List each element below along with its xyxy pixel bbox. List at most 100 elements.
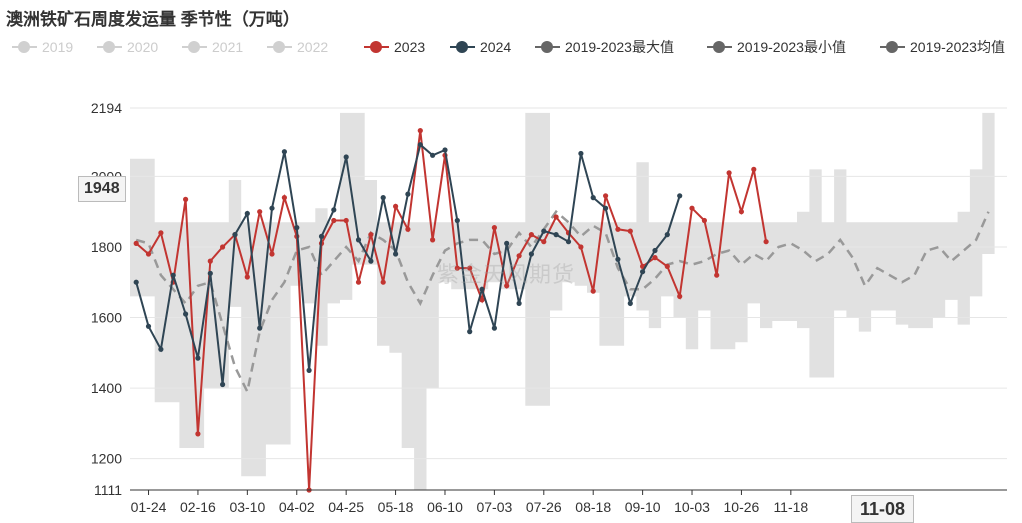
data-point-2024 — [541, 228, 547, 234]
average-dashed-line — [135, 209, 990, 396]
data-point-2024 — [405, 191, 411, 197]
x-tick-label: 01-24 — [131, 499, 167, 515]
data-point-2023 — [516, 253, 522, 259]
x-tick-label: 04-25 — [328, 499, 364, 515]
legend-item-avg[interactable]: 2019-2023均值 — [880, 37, 1005, 57]
y-tick-label: 1600 — [91, 310, 122, 326]
data-point-2024 — [232, 232, 238, 238]
data-point-2024 — [331, 207, 337, 213]
data-point-2023 — [553, 214, 559, 220]
data-point-2023 — [504, 283, 510, 289]
data-point-2023 — [158, 230, 164, 236]
legend-item-y2024[interactable]: 2024 — [450, 37, 511, 57]
x-tick-label: 08-18 — [575, 499, 611, 515]
legend-marker-icon — [97, 40, 122, 54]
data-point-2023 — [763, 239, 769, 245]
data-point-2023 — [751, 166, 757, 172]
data-point-2024 — [491, 325, 497, 331]
legend-item-y2019[interactable]: 2019 — [12, 37, 73, 57]
data-point-2023 — [627, 228, 633, 234]
data-point-2023 — [281, 195, 287, 201]
data-point-2024 — [220, 381, 226, 388]
data-point-2024 — [430, 152, 436, 158]
legend-label: 2019-2023最小值 — [737, 39, 846, 55]
data-point-2024 — [145, 323, 152, 329]
legend-label: 2019-2023均值 — [910, 39, 1005, 55]
data-point-2024 — [442, 147, 448, 153]
data-point-2024 — [244, 210, 250, 217]
data-point-2023 — [417, 128, 423, 134]
max-min-band-area — [130, 112, 995, 491]
legend-item-y2020[interactable]: 2020 — [97, 37, 158, 57]
data-point-2023 — [652, 255, 658, 261]
data-point-2023 — [269, 251, 275, 257]
data-point-2023 — [145, 251, 152, 257]
legend-label: 2019-2023最大值 — [565, 39, 674, 55]
data-point-2024 — [677, 193, 683, 199]
legend-label: 2022 — [297, 39, 329, 55]
x-tick-label: 03-10 — [229, 499, 265, 515]
y-axis-pointer-label: 1948 — [78, 176, 126, 202]
data-point-2024 — [640, 269, 646, 275]
data-point-2024 — [195, 355, 201, 361]
legend-item-y2023[interactable]: 2023 — [364, 37, 425, 57]
y-tick-label: 2194 — [91, 100, 122, 116]
data-point-2024 — [294, 225, 300, 231]
data-point-2023 — [220, 244, 226, 250]
x-tick-label: 04-02 — [279, 499, 315, 515]
legend-item-y2022[interactable]: 2022 — [267, 37, 328, 57]
chart-legend: 2019 2020 2021 2022 2023 2024 2019-2023最大值 2019… — [0, 37, 1022, 57]
legend-marker-icon — [267, 40, 292, 54]
data-point-2024 — [170, 272, 176, 278]
x-tick-label: 02-16 — [180, 499, 216, 515]
legend-marker-icon — [12, 40, 37, 54]
y-tick-label: 1200 — [91, 451, 122, 467]
data-point-2024 — [516, 300, 522, 306]
data-point-2023 — [405, 226, 411, 232]
x-tick-label: 11-18 — [773, 499, 808, 515]
data-point-2023 — [664, 263, 670, 269]
data-point-2024 — [207, 270, 213, 276]
x-tick-label: 10-26 — [724, 499, 760, 515]
data-point-2023 — [257, 209, 263, 215]
data-series — [133, 128, 769, 493]
x-tick-label: 09-10 — [625, 499, 661, 515]
legend-item-y2021[interactable]: 2021 — [182, 37, 243, 57]
data-point-2024 — [553, 232, 559, 238]
data-point-2023 — [393, 203, 399, 209]
data-point-2023 — [183, 196, 189, 202]
legend-marker-icon — [535, 40, 560, 54]
data-point-2023 — [380, 279, 386, 285]
data-point-2023 — [331, 217, 337, 224]
axes: 111112001400160018002000219401-2402-1603… — [91, 100, 1007, 515]
series-2024 — [133, 142, 683, 388]
legend-item-min[interactable]: 2019-2023最小值 — [707, 37, 846, 57]
data-point-2024 — [158, 346, 164, 352]
data-point-2023 — [603, 193, 609, 199]
data-point-2023 — [738, 209, 745, 215]
x-tick-label: 06-10 — [427, 499, 463, 515]
data-point-2024 — [393, 251, 399, 257]
data-point-2023 — [479, 297, 485, 303]
data-point-2024 — [269, 205, 275, 211]
x-tick-label: 07-03 — [476, 499, 512, 515]
data-point-2024 — [664, 232, 670, 238]
data-point-2024 — [467, 329, 473, 335]
data-point-2023 — [726, 170, 732, 176]
legend-item-max[interactable]: 2019-2023最大值 — [535, 37, 674, 57]
data-point-2023 — [454, 265, 460, 271]
data-point-2024 — [355, 237, 362, 243]
legend-label: 2024 — [480, 39, 512, 55]
data-point-2024 — [368, 258, 374, 264]
x-axis-pointer-label: 11-08 — [851, 495, 915, 523]
y-tick-label: 1111 — [94, 482, 122, 498]
data-point-2023 — [677, 293, 683, 299]
legend-label: 2023 — [394, 39, 426, 55]
data-point-2024 — [565, 239, 572, 245]
data-point-2024 — [257, 325, 263, 331]
data-point-2024 — [281, 149, 287, 155]
legend-label: 2020 — [127, 39, 159, 55]
legend-label: 2021 — [212, 39, 244, 55]
data-point-2024 — [627, 300, 633, 306]
data-point-2024 — [504, 240, 510, 246]
